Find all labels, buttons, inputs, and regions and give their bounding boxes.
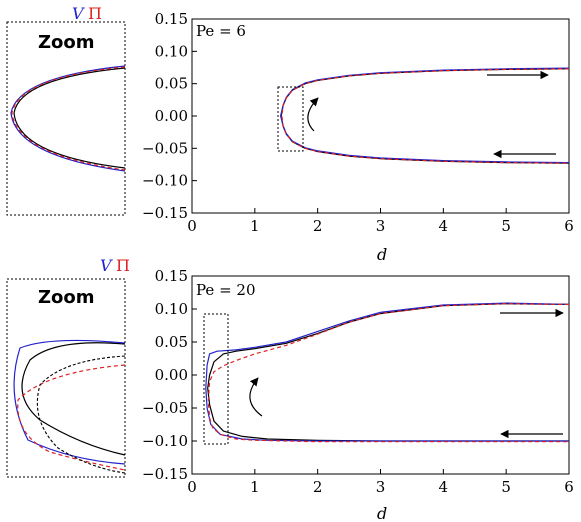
x-axis-label: d bbox=[377, 245, 387, 264]
x-tick-label: 1 bbox=[250, 217, 260, 235]
x-tick-label: 1 bbox=[250, 478, 260, 496]
x-tick-label: 5 bbox=[501, 478, 511, 496]
rotation-arrow bbox=[307, 97, 319, 132]
zoom-frame-bottom bbox=[6, 278, 126, 478]
x-tick-label: 2 bbox=[313, 478, 323, 496]
x-tick-label: 6 bbox=[564, 478, 574, 496]
x-tick-label: 0 bbox=[187, 478, 197, 496]
y-tick-label: 0.10 bbox=[155, 42, 188, 60]
zoom-region-box bbox=[203, 313, 229, 445]
zoom-bottom-curve-black-dashed bbox=[36, 355, 126, 474]
series-layer bbox=[205, 302, 570, 443]
legend-V-label: V bbox=[72, 4, 85, 23]
y-tick-label: −0.05 bbox=[142, 399, 188, 417]
legend-V-label-2: V bbox=[100, 256, 113, 275]
zoom-top-curve-black bbox=[13, 67, 126, 169]
zoom-panel-top: V Π Zoom bbox=[6, 4, 126, 216]
y-tick-label: −0.15 bbox=[142, 204, 188, 222]
zoom-panel-bottom: V Π Zoom bbox=[6, 256, 130, 478]
zoom-bottom-curve-red bbox=[17, 364, 126, 471]
series-line-2 bbox=[281, 68, 570, 164]
y-tick-label: 0.05 bbox=[155, 75, 188, 93]
x-tick-label: 0 bbox=[187, 217, 197, 235]
x-tick-label: 5 bbox=[501, 217, 511, 235]
y-tick-label: 0.05 bbox=[155, 333, 188, 351]
series-line-1 bbox=[205, 302, 570, 442]
pe-annotation: Pe = 6 bbox=[196, 22, 246, 40]
zoom-frame-top bbox=[6, 21, 126, 216]
y-tick-label: 0.15 bbox=[155, 10, 188, 28]
zoom-label-bottom: Zoom bbox=[38, 287, 95, 308]
tick-layer: 0 1 2 3 4 5 6 0.15 0.10 0.05 0.00 −0.05 −0.10 −0.15 bbox=[142, 267, 574, 496]
plot-frame bbox=[191, 18, 570, 214]
zoom-label-top: Zoom bbox=[38, 32, 95, 53]
zoom-top-curve-red bbox=[11, 66, 126, 171]
plot-pe20: 0 1 2 3 4 5 6 0.15 0.10 0.05 0.00 −0.05 −0.10 −0.15 P… bbox=[142, 267, 574, 522]
zoom-bottom-curve-blue bbox=[13, 339, 126, 465]
zoom-bottom-curve-black bbox=[21, 342, 126, 456]
x-axis-label: d bbox=[377, 504, 387, 522]
x-tick-label: 4 bbox=[439, 217, 449, 235]
y-tick-label: −0.10 bbox=[142, 432, 188, 450]
y-tick-label: −0.15 bbox=[142, 465, 188, 483]
y-tick-label: 0.10 bbox=[155, 300, 188, 318]
series-line-0 bbox=[207, 303, 570, 442]
y-tick-label: 0.15 bbox=[155, 267, 188, 285]
series-layer bbox=[280, 67, 570, 164]
zoom-region-box bbox=[277, 86, 304, 152]
x-tick-label: 6 bbox=[564, 217, 574, 235]
y-tick-label: 0.00 bbox=[155, 366, 188, 384]
rotation-arrow bbox=[249, 377, 263, 417]
x-tick-label: 3 bbox=[376, 478, 386, 496]
x-tick-label: 3 bbox=[376, 217, 386, 235]
plot-frame bbox=[191, 275, 570, 475]
legend-Pi-label-2: Π bbox=[116, 256, 130, 275]
tick-layer: 0 1 2 3 4 5 6 0.15 0.10 0.05 0.00 −0.05 −0.10 −0.15 bbox=[142, 10, 574, 235]
series-line-0 bbox=[280, 68, 570, 164]
y-tick-label: −0.05 bbox=[142, 139, 188, 157]
y-tick-label: 0.00 bbox=[155, 107, 188, 125]
zoom-top-curve-blue bbox=[10, 65, 126, 172]
series-line-2 bbox=[207, 303, 570, 443]
series-line-1 bbox=[280, 67, 570, 164]
x-tick-label: 2 bbox=[313, 217, 323, 235]
pe-annotation: Pe = 20 bbox=[196, 281, 256, 299]
y-tick-label: −0.10 bbox=[142, 172, 188, 190]
plot-pe6: 0 1 2 3 4 5 6 0.15 0.10 0.05 0.00 −0.05 −0.10 −0.15 P… bbox=[142, 10, 574, 264]
legend-Pi-label: Π bbox=[88, 4, 102, 23]
x-tick-label: 4 bbox=[439, 478, 449, 496]
